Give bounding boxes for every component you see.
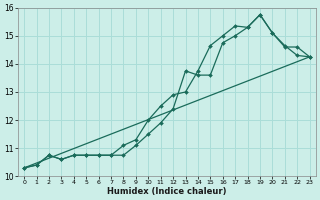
X-axis label: Humidex (Indice chaleur): Humidex (Indice chaleur) — [107, 187, 227, 196]
